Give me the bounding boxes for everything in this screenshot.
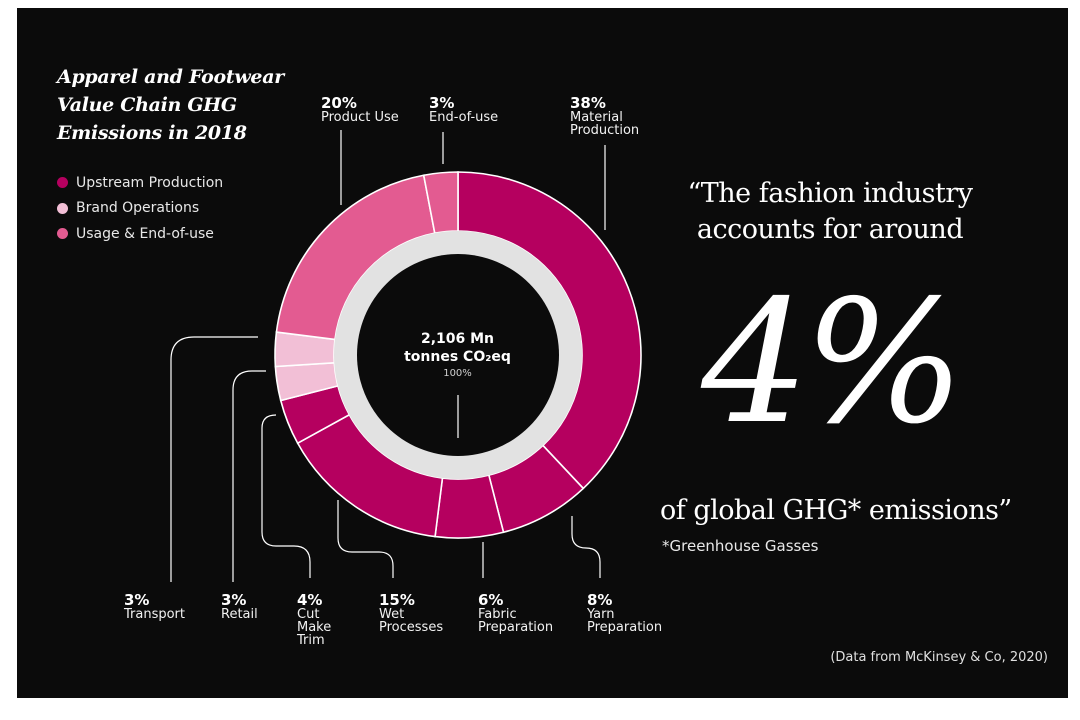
center-percent: 100% [443,368,472,379]
label-wet-processes: 15% Wet Processes [379,592,443,634]
legend-label-upstream: Upstream Production [76,174,224,191]
center-total: 2,106 Mn tonnes CO₂eq [360,330,555,366]
label-end-of-use-name: End-of-use [429,110,499,125]
label-retail-name: Retail [221,607,258,622]
legend-item-upstream: Upstream Production [57,170,223,196]
legend: Upstream Production Brand Operations Usa… [57,170,223,247]
leader-wet-processes [337,500,394,578]
legend-swatch-upstream [57,177,68,189]
legend-item-usage: Usage & End-of-use [57,221,223,247]
quote-line-2: accounts for around [696,214,964,245]
label-transport-name: Transport [124,607,186,622]
label-material-production-pct: 38% [570,94,606,112]
label-cut-make-trim-pct: 4% [297,591,323,609]
label-wet-processes-name: Wet Processes [379,607,444,635]
legend-swatch-brand [57,202,68,214]
label-fabric-preparation-name: Fabric Preparation [478,607,554,635]
label-fabric-preparation-pct: 6% [478,591,504,609]
label-product-use-name: Product Use [321,110,399,125]
chart-title-line-2: Value Chain GHG [57,94,237,116]
label-product-use: 20% Product Use [321,95,399,124]
legend-item-brand: Brand Operations [57,196,223,222]
legend-label-usage: Usage & End-of-use [76,225,214,242]
chart-title-line-1: Apparel and Footwear [57,66,284,88]
footnote: *Greenhouse Gasses [662,537,819,555]
data-source: (Data from McKinsey & Co, 2020) [830,650,1048,665]
leader-yarn-preparation [571,516,601,578]
label-retail-pct: 3% [221,591,247,609]
label-yarn-preparation-pct: 8% [587,591,613,609]
label-wet-processes-pct: 15% [379,591,415,609]
label-yarn-preparation: 8% Yarn Preparation [587,592,662,634]
label-yarn-preparation-name: Yarn Preparation [587,607,663,635]
label-cut-make-trim-name: Cut Make Trim [297,607,332,648]
label-cut-make-trim: 4% Cut Make Trim [297,592,331,647]
chart-title-line-3: Emissions in 2018 [57,122,247,144]
legend-label-brand: Brand Operations [76,200,200,217]
donut-hole [357,254,559,456]
leader-cut-make-trim [261,414,311,578]
leader-retail [232,370,266,582]
label-end-of-use-pct: 3% [429,94,455,112]
leader-transport [170,336,258,582]
inner-total-ring [334,231,582,479]
label-product-use-pct: 20% [321,94,357,112]
label-material-production: 38% Material Production [570,95,639,137]
leader-lines [170,130,606,582]
chart-title: Apparel and Footwear Value Chain GHG Emi… [57,63,297,147]
label-end-of-use: 3% End-of-use [429,95,498,124]
label-retail: 3% Retail [221,592,258,621]
label-fabric-preparation: 6% Fabric Preparation [478,592,553,634]
legend-swatch-usage [57,228,68,240]
center-unit: tonnes CO₂eq [404,349,511,365]
label-material-production-name: Material Production [570,110,640,138]
label-transport: 3% Transport [124,592,185,621]
quote-line-1: “The fashion industry [687,178,973,209]
label-transport-pct: 3% [124,591,150,609]
big-percentage: 4% [701,264,965,462]
quote-line-3: of global GHG* emissions” [660,495,1012,526]
quote-intro: “The fashion industry accounts for aroun… [660,176,1000,248]
center-value: 2,106 Mn [420,331,495,347]
donut-segments [274,171,642,539]
